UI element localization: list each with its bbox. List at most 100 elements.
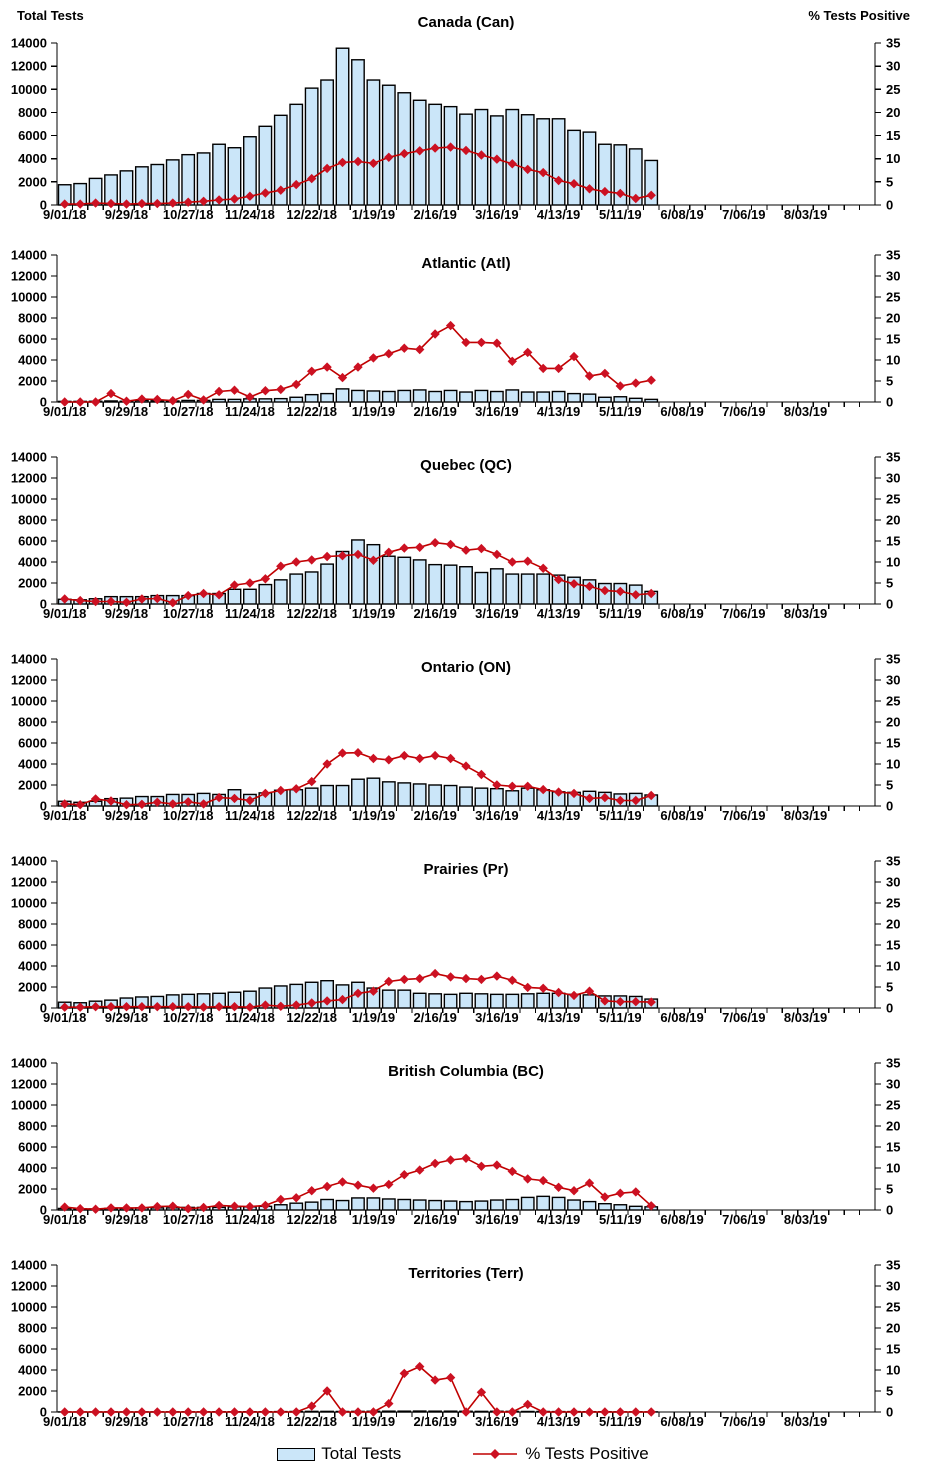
svg-text:12/22/18: 12/22/18	[286, 606, 337, 621]
svg-text:6/08/19: 6/08/19	[660, 808, 703, 823]
right-axis-labels: 0 5 10 15 20 25 30 35	[886, 854, 900, 1016]
svg-text:5: 5	[886, 174, 893, 189]
svg-text:7/06/19: 7/06/19	[722, 1212, 765, 1227]
svg-text:1/19/19: 1/19/19	[352, 808, 395, 823]
svg-text:12/22/18: 12/22/18	[286, 207, 337, 222]
svg-text:4/13/19: 4/13/19	[537, 207, 580, 222]
x-axis-labels: 9/01/18 9/29/18 10/27/18 11/24/18 12/22/18 1/…	[43, 1010, 827, 1025]
svg-text:0: 0	[40, 395, 47, 410]
svg-text:14000: 14000	[11, 1056, 47, 1071]
svg-text:20: 20	[886, 917, 900, 932]
svg-text:2/16/19: 2/16/19	[413, 404, 456, 419]
svg-text:4000: 4000	[18, 151, 47, 166]
svg-text:9/01/18: 9/01/18	[43, 1414, 86, 1429]
svg-text:12000: 12000	[11, 1279, 47, 1294]
svg-text:8/03/19: 8/03/19	[784, 404, 827, 419]
svg-text:10/27/18: 10/27/18	[163, 808, 214, 823]
svg-text:30: 30	[886, 471, 900, 486]
svg-text:5/11/19: 5/11/19	[599, 207, 642, 222]
svg-text:0: 0	[886, 1203, 893, 1218]
svg-text:3/16/19: 3/16/19	[475, 1212, 518, 1227]
svg-text:2000: 2000	[18, 374, 47, 389]
svg-text:5/11/19: 5/11/19	[599, 404, 642, 419]
svg-text:10: 10	[886, 555, 900, 570]
x-axis-labels: 9/01/18 9/29/18 10/27/18 11/24/18 12/22/18 1/…	[43, 1212, 827, 1227]
svg-text:7/06/19: 7/06/19	[722, 1414, 765, 1429]
svg-text:4/13/19: 4/13/19	[537, 1212, 580, 1227]
svg-text:9/29/18: 9/29/18	[105, 1414, 148, 1429]
svg-text:9/29/18: 9/29/18	[105, 404, 148, 419]
svg-text:20: 20	[886, 1119, 900, 1134]
svg-text:0: 0	[40, 198, 47, 213]
legend-pct-positive-label: % Tests Positive	[525, 1444, 649, 1463]
svg-text:14000: 14000	[11, 652, 47, 667]
svg-text:12/22/18: 12/22/18	[286, 808, 337, 823]
ontario-chart: 0 2000 4000 6000 8000 10000 12000 14000 0 5 10 15 20…	[11, 652, 901, 824]
svg-text:1/19/19: 1/19/19	[352, 1212, 395, 1227]
svg-text:9/01/18: 9/01/18	[43, 606, 86, 621]
svg-text:10000: 10000	[11, 82, 47, 97]
svg-text:2000: 2000	[18, 174, 47, 189]
svg-text:12/22/18: 12/22/18	[286, 404, 337, 419]
svg-text:10: 10	[886, 959, 900, 974]
left-axis-labels: 0 2000 4000 6000 8000 10000 12000 14000	[11, 450, 47, 612]
svg-text:14000: 14000	[11, 248, 47, 263]
x-axis-labels: 9/01/18 9/29/18 10/27/18 11/24/18 12/22/18 1/…	[43, 404, 827, 419]
svg-text:35: 35	[886, 248, 900, 263]
svg-text:6/08/19: 6/08/19	[660, 606, 703, 621]
x-axis-labels: 9/01/18 9/29/18 10/27/18 11/24/18 12/22/18 1/…	[43, 1414, 827, 1429]
left-axis-labels: 0 2000 4000 6000 8000 10000 12000 14000	[11, 248, 47, 410]
axes	[51, 254, 881, 407]
pct-positive-markers	[60, 142, 656, 209]
svg-text:0: 0	[40, 1405, 47, 1420]
axes	[51, 860, 881, 1013]
svg-text:5: 5	[886, 1182, 893, 1197]
svg-text:0: 0	[40, 1001, 47, 1016]
right-axis-labels: 0 5 10 15 20 25 30 35	[886, 248, 900, 410]
svg-text:7/06/19: 7/06/19	[722, 808, 765, 823]
svg-text:8/03/19: 8/03/19	[784, 207, 827, 222]
svg-text:15: 15	[886, 938, 900, 953]
svg-text:6000: 6000	[18, 332, 47, 347]
svg-text:7/06/19: 7/06/19	[722, 1010, 765, 1025]
prairies-chart: 0 2000 4000 6000 8000 10000 12000 14000 0 5 10 15 20…	[11, 854, 901, 1026]
svg-text:6/08/19: 6/08/19	[660, 404, 703, 419]
panel-title: British Columbia (BC)	[388, 1063, 544, 1080]
svg-text:10000: 10000	[11, 896, 47, 911]
svg-text:0: 0	[886, 1001, 893, 1016]
svg-text:5: 5	[886, 778, 893, 793]
svg-text:6000: 6000	[18, 938, 47, 953]
svg-text:14000: 14000	[11, 450, 47, 465]
x-axis-labels: 9/01/18 9/29/18 10/27/18 11/24/18 12/22/18 1/…	[43, 808, 827, 823]
left-axis-labels: 0 2000 4000 6000 8000 10000 12000 14000	[11, 652, 47, 814]
svg-text:10: 10	[886, 1161, 900, 1176]
svg-text:35: 35	[886, 450, 900, 465]
svg-text:25: 25	[886, 82, 900, 97]
svg-text:5: 5	[886, 374, 893, 389]
svg-text:12/22/18: 12/22/18	[286, 1414, 337, 1429]
svg-text:2000: 2000	[18, 1384, 47, 1399]
svg-text:25: 25	[886, 694, 900, 709]
svg-text:11/24/18: 11/24/18	[225, 606, 275, 621]
svg-text:8/03/19: 8/03/19	[784, 1212, 827, 1227]
svg-text:7/06/19: 7/06/19	[722, 404, 765, 419]
svg-text:12000: 12000	[11, 471, 47, 486]
right-axis-labels: 0 5 10 15 20 25 30 35	[886, 450, 900, 612]
quebec-chart: 0 2000 4000 6000 8000 10000 12000 14000 0 5 10 15 20…	[11, 450, 901, 622]
svg-text:3/16/19: 3/16/19	[475, 808, 518, 823]
svg-text:1/19/19: 1/19/19	[352, 606, 395, 621]
svg-text:9/01/18: 9/01/18	[43, 207, 86, 222]
svg-text:8000: 8000	[18, 105, 47, 120]
svg-text:4/13/19: 4/13/19	[537, 1414, 580, 1429]
svg-text:6/08/19: 6/08/19	[660, 1010, 703, 1025]
svg-text:12000: 12000	[11, 875, 47, 890]
svg-text:15: 15	[886, 128, 900, 143]
svg-text:4/13/19: 4/13/19	[537, 808, 580, 823]
svg-text:35: 35	[886, 854, 900, 869]
british-columbia-chart: 0 2000 4000 6000 8000 10000 12000 14000 0 5 10 15 20…	[11, 1056, 901, 1228]
chart-panel-canada: 0 2000 4000 6000 8000 10000 12000 14000 0 5 10 15 20…	[0, 0, 926, 222]
svg-text:15: 15	[886, 1342, 900, 1357]
svg-text:2/16/19: 2/16/19	[413, 1212, 456, 1227]
svg-text:9/01/18: 9/01/18	[43, 1010, 86, 1025]
